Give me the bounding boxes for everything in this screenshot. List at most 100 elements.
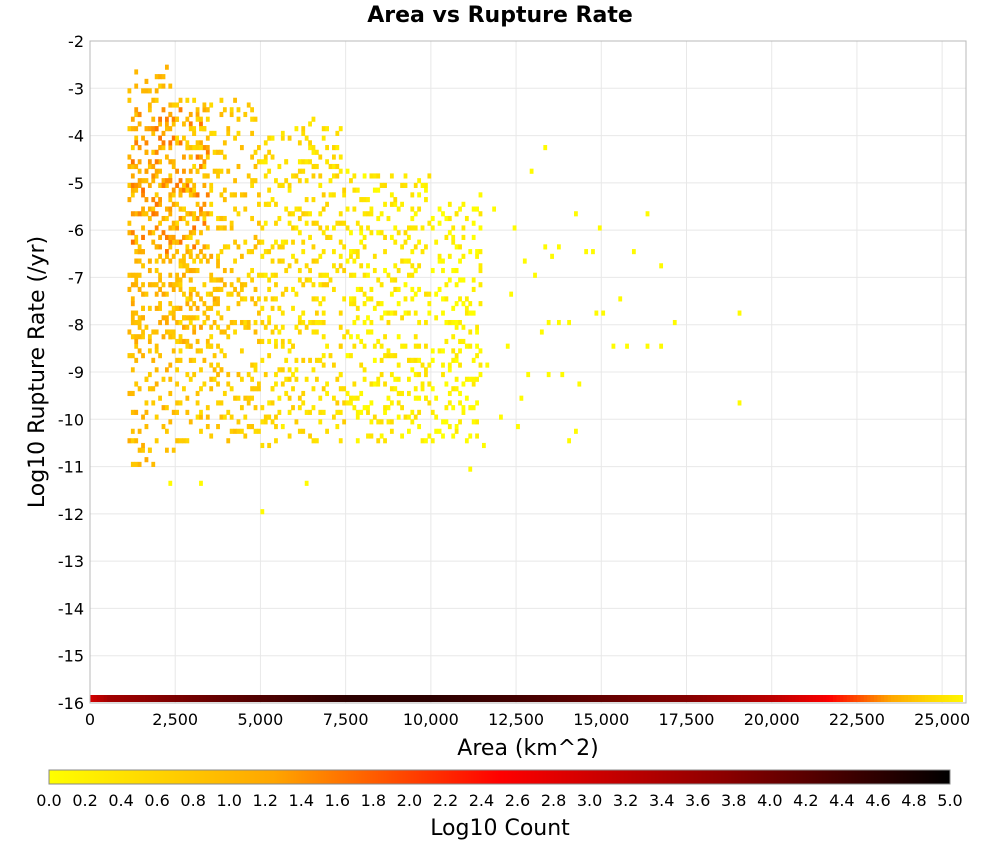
heatmap-cell	[458, 206, 462, 212]
heatmap-cell	[175, 168, 180, 174]
heatmap-cell	[185, 395, 190, 401]
heatmap-cell	[424, 291, 428, 297]
heatmap-cell	[195, 390, 200, 397]
heatmap-cell	[263, 296, 268, 302]
heatmap-cell	[628, 695, 633, 702]
heatmap-cell	[359, 409, 364, 415]
heatmap-cell	[199, 296, 203, 302]
heatmap-cell	[413, 267, 418, 274]
heatmap-cell	[458, 400, 462, 406]
heatmap-cell	[195, 267, 200, 274]
heatmap-cell	[233, 695, 237, 702]
heatmap-cell	[202, 163, 207, 170]
heatmap-cell	[171, 286, 176, 293]
heatmap-cell	[222, 215, 227, 222]
heatmap-cell	[328, 178, 333, 184]
heatmap-cell	[182, 338, 186, 345]
heatmap-cell	[164, 126, 169, 132]
heatmap-cell	[199, 206, 203, 212]
heatmap-cell	[134, 334, 139, 340]
heatmap-cell	[130, 126, 135, 132]
heatmap-cell	[168, 140, 173, 146]
heatmap-cell	[696, 695, 701, 702]
heatmap-cell	[168, 376, 173, 382]
x-tick-label: 22,500	[829, 710, 885, 729]
heatmap-cell	[137, 319, 142, 326]
heatmap-cell	[451, 348, 456, 354]
heatmap-cell	[274, 201, 278, 207]
heatmap-cell	[175, 695, 180, 702]
heatmap-cell	[406, 414, 411, 420]
heatmap-cell	[202, 211, 207, 217]
heatmap-cell	[137, 461, 142, 467]
heatmap-cell	[816, 695, 820, 702]
heatmap-cell	[478, 695, 483, 702]
heatmap-cell	[413, 225, 418, 231]
heatmap-cell	[161, 140, 166, 146]
heatmap-cell	[185, 372, 190, 378]
heatmap-cell	[168, 192, 173, 198]
heatmap-cell	[236, 301, 241, 307]
heatmap-cell	[134, 409, 139, 415]
heatmap-cell	[175, 438, 180, 444]
heatmap-cell	[366, 409, 370, 415]
heatmap-cell	[308, 267, 312, 274]
heatmap-cell	[270, 296, 275, 302]
heatmap-cell	[178, 258, 183, 264]
heatmap-cell	[250, 277, 255, 283]
heatmap-cell	[158, 305, 162, 311]
heatmap-cell	[90, 695, 94, 702]
heatmap-cell	[424, 182, 428, 188]
heatmap-cell	[257, 695, 261, 702]
heatmap-cell	[291, 225, 295, 231]
heatmap-cell	[158, 319, 162, 326]
heatmap-cell	[127, 390, 132, 397]
heatmap-cell	[154, 329, 159, 335]
heatmap-cell	[533, 695, 537, 702]
heatmap-cell	[386, 353, 391, 359]
heatmap-cell	[141, 442, 145, 449]
heatmap-cell	[199, 480, 203, 486]
heatmap-cell	[229, 111, 234, 118]
heatmap-cell	[308, 277, 312, 283]
heatmap-cell	[369, 319, 374, 326]
heatmap-cell	[447, 215, 452, 222]
heatmap-cell	[417, 239, 422, 245]
heatmap-cell	[141, 206, 145, 212]
heatmap-cell	[277, 695, 282, 702]
heatmap-cell	[321, 334, 326, 340]
heatmap-cell	[846, 695, 851, 702]
heatmap-cell	[297, 329, 302, 335]
heatmap-cell	[468, 433, 473, 439]
heatmap-cell	[352, 249, 357, 255]
heatmap-cell	[417, 695, 422, 702]
heatmap-cell	[274, 338, 278, 345]
heatmap-cell	[294, 126, 299, 132]
heatmap-cell	[355, 315, 360, 321]
heatmap-cell	[141, 88, 145, 94]
heatmap-cell	[134, 182, 139, 188]
heatmap-cell	[420, 386, 425, 392]
heatmap-cell	[182, 438, 186, 444]
heatmap-cell	[243, 319, 248, 326]
heatmap-cell	[369, 173, 374, 179]
heatmap-cell	[239, 695, 244, 702]
heatmap-cell	[321, 249, 326, 255]
heatmap-cell	[178, 286, 183, 293]
heatmap-cell	[195, 348, 200, 354]
heatmap-cell	[478, 211, 483, 217]
heatmap-cell	[188, 695, 193, 702]
heatmap-cell	[284, 239, 289, 245]
heatmap-cell	[301, 390, 306, 397]
heatmap-cell	[267, 286, 272, 293]
heatmap-cell	[161, 291, 166, 297]
heatmap-cell	[134, 107, 139, 113]
heatmap-cell	[202, 220, 207, 226]
heatmap-cell	[372, 267, 377, 274]
heatmap-cell	[475, 324, 479, 330]
heatmap-cell	[192, 244, 197, 250]
heatmap-cell	[151, 206, 156, 212]
heatmap-cell	[386, 319, 391, 326]
heatmap-cell	[192, 182, 197, 188]
heatmap-cell	[199, 409, 203, 415]
